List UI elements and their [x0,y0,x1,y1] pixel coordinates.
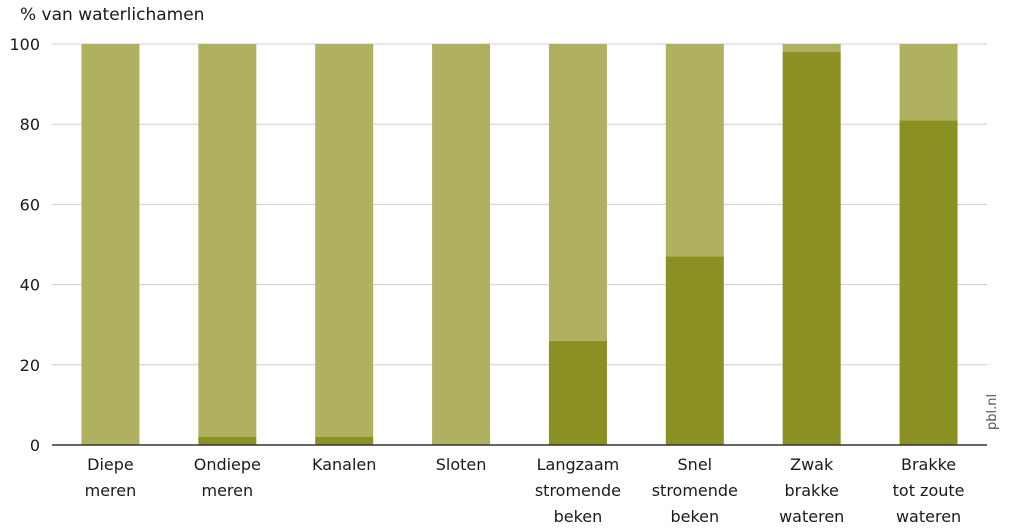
x-tick-label: stromende [535,481,621,500]
x-tick-label: stromende [652,481,738,500]
bar-segment-2 [81,44,140,445]
bar-segment-1 [782,52,841,446]
bar-segment-2 [198,44,257,437]
bar-segment-1 [899,120,958,445]
x-tick-label: meren [201,481,253,500]
x-tick-label: brakke [785,481,839,500]
bar-segment-1 [315,436,374,445]
bar-segment-1 [198,436,257,445]
y-axis-title: % van waterlichamen [20,5,205,25]
x-tick-label: meren [85,481,137,500]
x-tick-label: Langzaam [537,455,620,474]
x-tick-label: Zwak [790,455,834,474]
x-tick-label: beken [670,507,719,526]
bar-segment-2 [548,44,607,341]
x-tick-label: wateren [896,507,961,526]
y-tick-label: 60 [20,195,40,214]
x-tick-label: tot zoute [893,481,965,500]
y-tick-label: 100 [9,35,40,54]
x-tick-label: Diepe [87,455,134,474]
bar-segment-1 [665,256,724,445]
x-tick-label: Snel [678,455,713,474]
bar-segment-2 [315,44,374,437]
y-tick-label: 40 [20,276,40,295]
bar-segment-2 [665,44,724,257]
bar-segment-2 [899,44,958,121]
x-tick-label: wateren [779,507,844,526]
source-label: pbl.nl [985,393,1000,430]
y-tick-label: 80 [20,115,40,134]
x-tick-label: Kanalen [312,455,376,474]
x-tick-label: Ondiepe [194,455,261,474]
x-tick-label: beken [554,507,603,526]
bar-segment-1 [548,340,607,445]
y-tick-label: 0 [30,436,40,455]
x-tick-label: Brakke [901,455,956,474]
y-tick-label: 20 [20,356,40,375]
bar-segment-2 [432,44,491,445]
bar-segment-2 [782,44,841,53]
x-tick-label: Sloten [436,455,487,474]
